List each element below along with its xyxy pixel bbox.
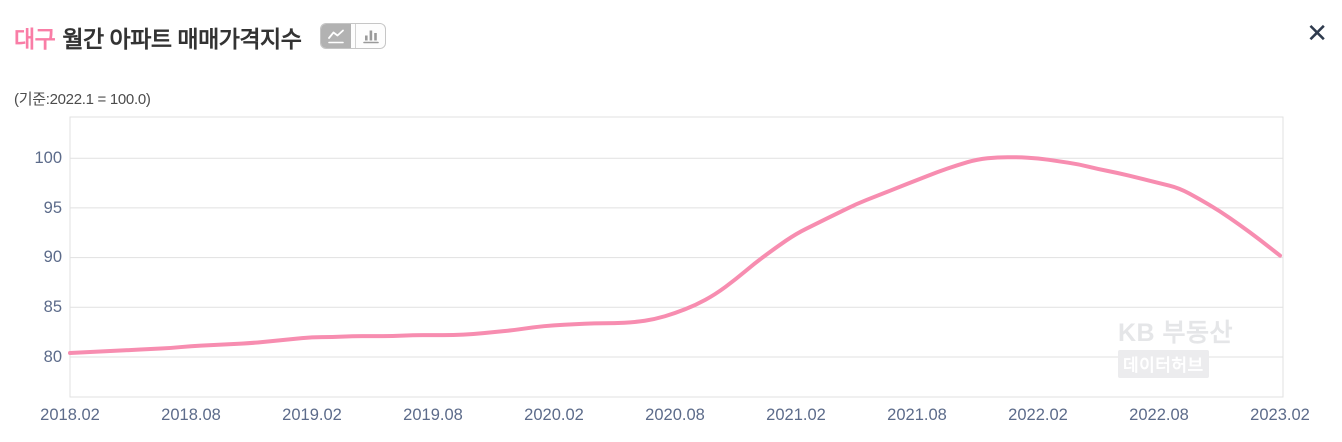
x-tick-label: 2020.02 [524, 406, 584, 424]
watermark-sub: 데이터허브 [1118, 350, 1209, 378]
x-tick-label: 2020.08 [645, 406, 705, 424]
y-tick-label: 100 [34, 149, 62, 167]
y-tick-label: 90 [43, 248, 62, 266]
page-title: 대구 월간 아파트 매매가격지수 [14, 20, 302, 54]
x-tick-label: 2022.08 [1129, 406, 1189, 424]
x-tick-label: 2018.08 [161, 406, 221, 424]
title-text: 월간 아파트 매매가격지수 [62, 26, 302, 52]
watermark-brand: KB 부동산 [1118, 319, 1234, 347]
x-tick-label: 2018.02 [40, 406, 100, 424]
x-tick-label: 2022.02 [1008, 406, 1068, 424]
y-tick-label: 80 [43, 348, 62, 366]
y-tick-label: 85 [43, 298, 62, 316]
bar-chart-icon [362, 30, 379, 43]
line-chart-toggle-button[interactable] [320, 24, 351, 48]
bar-chart-toggle-button[interactable] [355, 24, 385, 48]
y-tick-label: 95 [43, 199, 62, 217]
x-tick-label: 2021.08 [887, 406, 947, 424]
baseline-note: (기준:2022.1 = 100.0) [14, 91, 151, 108]
x-tick-label: 2021.02 [766, 406, 826, 424]
panel-header: 대구 월간 아파트 매매가격지수 ✕ [14, 20, 1328, 54]
plot-border [69, 116, 1284, 398]
chart-type-toggle [319, 23, 387, 49]
x-tick-label: 2019.08 [403, 406, 463, 424]
x-tick-label: 2023.02 [1250, 406, 1310, 424]
x-tick-label: 2019.02 [282, 406, 342, 424]
region-name: 대구 [14, 26, 56, 52]
kb-datahub-watermark: KB 부동산 데이터허브 [1118, 320, 1233, 378]
close-button[interactable]: ✕ [1306, 18, 1328, 48]
price-index-line-series [68, 155, 1282, 356]
line-chart-icon [327, 29, 344, 43]
